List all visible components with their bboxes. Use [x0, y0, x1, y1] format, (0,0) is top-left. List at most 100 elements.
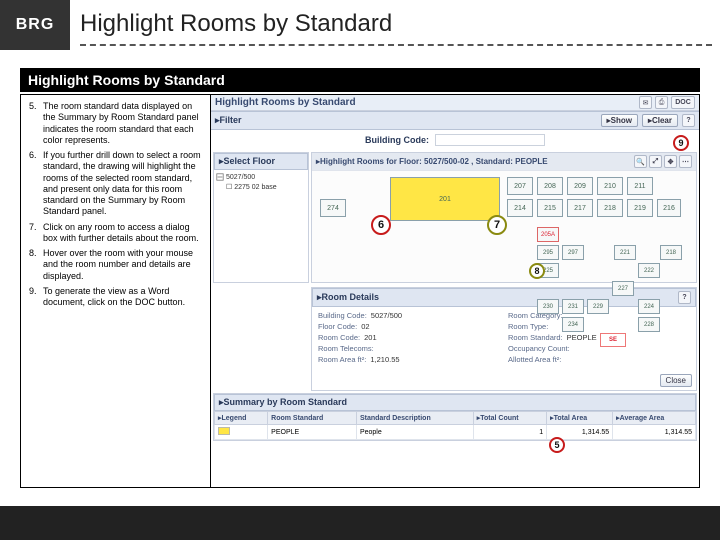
building-code-input[interactable] — [435, 134, 545, 146]
annotation-5: 5 — [549, 437, 565, 453]
instruction-text: The room standard data displayed on the … — [43, 101, 204, 146]
floor-node[interactable]: ☐ 2275 02 base — [226, 183, 306, 191]
select-floor-panel: ▸Select Floor 5027/500 ☐ 2275 02 base — [213, 152, 309, 283]
filter-label: ▸Filter — [215, 115, 242, 126]
detail-row: Room Type: — [508, 322, 690, 331]
detail-key: Building Code: — [318, 311, 367, 320]
brg-logo: BRG — [0, 0, 70, 50]
detail-row: Building Code: 5027/500 — [318, 311, 500, 320]
instruction-item: 5.The room standard data displayed on th… — [29, 101, 204, 146]
filter-row: Building Code: — [211, 130, 699, 150]
room[interactable]: 227 — [612, 281, 634, 296]
se-label: SE — [600, 333, 626, 347]
slide-footer — [0, 506, 720, 540]
detail-value: PEOPLE — [567, 333, 597, 342]
doc-button[interactable]: DOC — [671, 96, 695, 109]
room[interactable]: 222 — [638, 263, 660, 278]
room[interactable]: 209 — [567, 177, 593, 195]
detail-key: Allotted Area ft²: — [508, 355, 561, 364]
room-details-title: ▸Room Details — [317, 292, 379, 303]
titlebar-tools: ✉ ⎙ DOC — [639, 96, 695, 109]
room[interactable]: 217 — [567, 199, 593, 217]
content-body: 5.The room standard data displayed on th… — [20, 94, 700, 488]
instruction-list: 5.The room standard data displayed on th… — [29, 101, 204, 308]
building-node[interactable]: 5027/500 — [216, 173, 306, 181]
room[interactable]: 228 — [638, 317, 660, 332]
instruction-number: 7. — [29, 222, 43, 245]
detail-row: Allotted Area ft²: — [508, 355, 690, 364]
subtitle-bar: Highlight Rooms by Standard — [20, 68, 700, 92]
room[interactable]: 295 — [537, 245, 559, 260]
detail-value: 1,210.55 — [370, 355, 399, 364]
col-header[interactable]: ▸Total Area — [547, 412, 613, 425]
instruction-item: 9.To generate the view as a Word documen… — [29, 286, 204, 309]
cell: 1 — [473, 425, 546, 440]
annotation-7: 7 — [487, 215, 507, 235]
app-title: Highlight Rooms by Standard — [215, 97, 356, 108]
slide: BRG Highlight Rooms by Standard Highligh… — [0, 0, 720, 540]
detail-key: Room Standard: — [508, 333, 563, 342]
zoom-in-icon[interactable]: 🔍 — [634, 155, 647, 168]
room[interactable]: 231 — [562, 299, 584, 314]
annotation-8: 8 — [529, 263, 545, 279]
room[interactable]: 221 — [614, 245, 636, 260]
annotation-6: 6 — [371, 215, 391, 235]
legend-cell — [215, 425, 268, 440]
summary-header: ▸Summary by Room Standard — [214, 394, 696, 411]
close-button[interactable]: Close — [660, 374, 692, 387]
col-header[interactable]: ▸Total Count — [473, 412, 546, 425]
room[interactable]: 205A — [537, 227, 559, 242]
room[interactable]: 214 — [507, 199, 533, 217]
room-details-footer: Close — [312, 368, 696, 390]
room[interactable]: 229 — [587, 299, 609, 314]
room[interactable]: 207 — [507, 177, 533, 195]
show-button[interactable]: ▸Show — [601, 114, 638, 127]
instruction-panel: 5.The room standard data displayed on th… — [21, 95, 211, 487]
subtitle-text: Highlight Rooms by Standard — [28, 72, 225, 88]
floor-label: ☐ 2275 02 base — [226, 183, 277, 191]
detail-key: Floor Code: — [318, 322, 357, 331]
room[interactable]: 224 — [638, 299, 660, 314]
print-icon[interactable]: ⎙ — [655, 96, 668, 109]
room[interactable]: 218 — [597, 199, 623, 217]
detail-value: 5027/500 — [371, 311, 402, 320]
instruction-number: 5. — [29, 101, 43, 146]
zoom-icon[interactable]: ⤢ — [649, 155, 662, 168]
room[interactable]: 215 — [537, 199, 563, 217]
room[interactable]: 218 — [660, 245, 682, 260]
app-titlebar: Highlight Rooms by Standard ✉ ⎙ DOC — [211, 95, 699, 111]
room[interactable]: 230 — [537, 299, 559, 314]
select-floor-body: 5027/500 ☐ 2275 02 base — [214, 170, 308, 194]
room[interactable]: 274 — [320, 199, 346, 217]
building-code: 5027/500 — [226, 174, 255, 181]
pan-icon[interactable]: ✥ — [664, 155, 677, 168]
room[interactable]: 211 — [627, 177, 653, 195]
legend-swatch — [218, 427, 230, 435]
help-icon[interactable]: ? — [678, 291, 691, 304]
col-header[interactable]: ▸Average Area — [613, 412, 696, 425]
col-header[interactable]: Standard Description — [356, 412, 473, 425]
tool-icon[interactable]: ⋯ — [679, 155, 692, 168]
room[interactable]: 219 — [627, 199, 653, 217]
detail-row: Room Telecoms: — [318, 344, 500, 353]
col-header[interactable]: ▸Legend — [215, 412, 268, 425]
detail-row: Room Code:201 — [318, 333, 500, 342]
detail-row: Room Standard: PEOPLE — [508, 333, 690, 342]
room[interactable]: 297 — [562, 245, 584, 260]
help-icon[interactable]: ? — [682, 114, 695, 127]
col-header[interactable]: Room Standard — [268, 412, 357, 425]
room[interactable]: 216 — [657, 199, 681, 217]
instruction-number: 6. — [29, 150, 43, 218]
select-floor-title: ▸Select Floor — [219, 156, 275, 167]
instruction-text: If you further drill down to select a ro… — [43, 150, 204, 218]
table-row[interactable]: PEOPLE People 1 1,314.55 1,314.55 — [215, 425, 696, 440]
panels-row: ▸Select Floor 5027/500 ☐ 2275 02 base ▸H… — [211, 150, 699, 285]
filter-header: ▸Filter ▸Show ▸Clear ? — [211, 111, 699, 130]
clear-button[interactable]: ▸Clear — [642, 114, 678, 127]
room[interactable]: 210 — [597, 177, 623, 195]
room[interactable]: 234 — [562, 317, 584, 332]
detail-key: Room Area ft²: — [318, 355, 366, 364]
room[interactable]: 208 — [537, 177, 563, 195]
email-icon[interactable]: ✉ — [639, 96, 652, 109]
room-highlighted[interactable]: 201 — [390, 177, 500, 221]
